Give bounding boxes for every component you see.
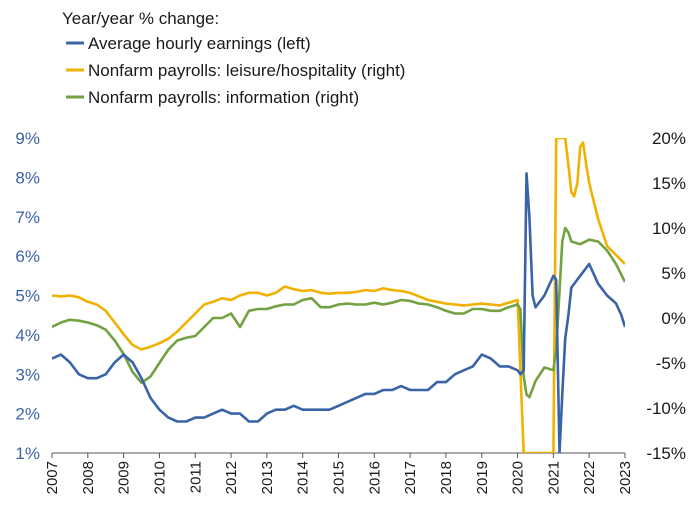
x-tick-label: 2020 [510, 461, 527, 494]
left-tick-label: 5% [15, 287, 40, 306]
legend-label-1: Average hourly earnings (left) [88, 34, 311, 53]
x-tick-label: 2018 [438, 461, 455, 494]
right-tick-label: 20% [652, 129, 686, 148]
left-tick-label: 4% [15, 326, 40, 345]
left-tick-label: 6% [15, 247, 40, 266]
x-tick-label: 2015 [331, 461, 348, 494]
x-tick-label: 2013 [259, 461, 276, 494]
right-tick-label: 10% [652, 219, 686, 238]
x-tick-label: 2009 [116, 461, 133, 494]
series-line-2 [52, 138, 625, 453]
x-tick-label: 2012 [223, 461, 240, 494]
x-tick-label: 2019 [474, 461, 491, 494]
right-tick-label: 5% [661, 264, 686, 283]
legend-label-2: Nonfarm payrolls: leisure/hospitality (r… [88, 61, 405, 80]
right-tick-label: -15% [646, 444, 686, 463]
x-tick-label: 2017 [402, 461, 419, 494]
right-axis-ticks: -15% -10% -5% 0% 5% 10% 15% 20% [646, 129, 686, 463]
x-axis: 2007 2008 2009 2010 2011 2012 2013 2014 2015 2016… [44, 452, 634, 494]
x-tick-label: 2016 [366, 461, 383, 494]
x-tick-label: 2022 [581, 461, 598, 494]
left-tick-label: 2% [15, 405, 40, 424]
x-tick-label: 2011 [187, 461, 204, 493]
legend-label-3: Nonfarm payrolls: information (right) [88, 88, 359, 107]
right-tick-label: 0% [661, 309, 686, 328]
series-line-3 [52, 226, 625, 399]
left-tick-label: 9% [15, 129, 40, 148]
right-tick-label: 15% [652, 174, 686, 193]
x-tick-label: 2021 [545, 461, 562, 494]
x-tick-label: 2023 [617, 461, 634, 494]
x-tick-label: 2008 [80, 461, 97, 494]
right-tick-label: -5% [656, 354, 686, 373]
x-tick-label: 2010 [151, 461, 168, 494]
series-line-1 [52, 172, 625, 453]
left-axis-ticks: 1% 2% 3% 4% 5% 6% 7% 8% 9% [15, 129, 40, 463]
x-tick-label: 2014 [295, 461, 312, 494]
x-tick-label: 2007 [44, 461, 61, 494]
right-tick-label: -10% [646, 399, 686, 418]
left-tick-label: 1% [15, 444, 40, 463]
plot-area [52, 138, 625, 453]
left-tick-label: 3% [15, 365, 40, 384]
chart-title: Year/year % change: [62, 9, 219, 28]
left-tick-label: 7% [15, 208, 40, 227]
legend: Average hourly earnings (left) Nonfarm pa… [66, 34, 405, 107]
left-tick-label: 8% [15, 168, 40, 187]
